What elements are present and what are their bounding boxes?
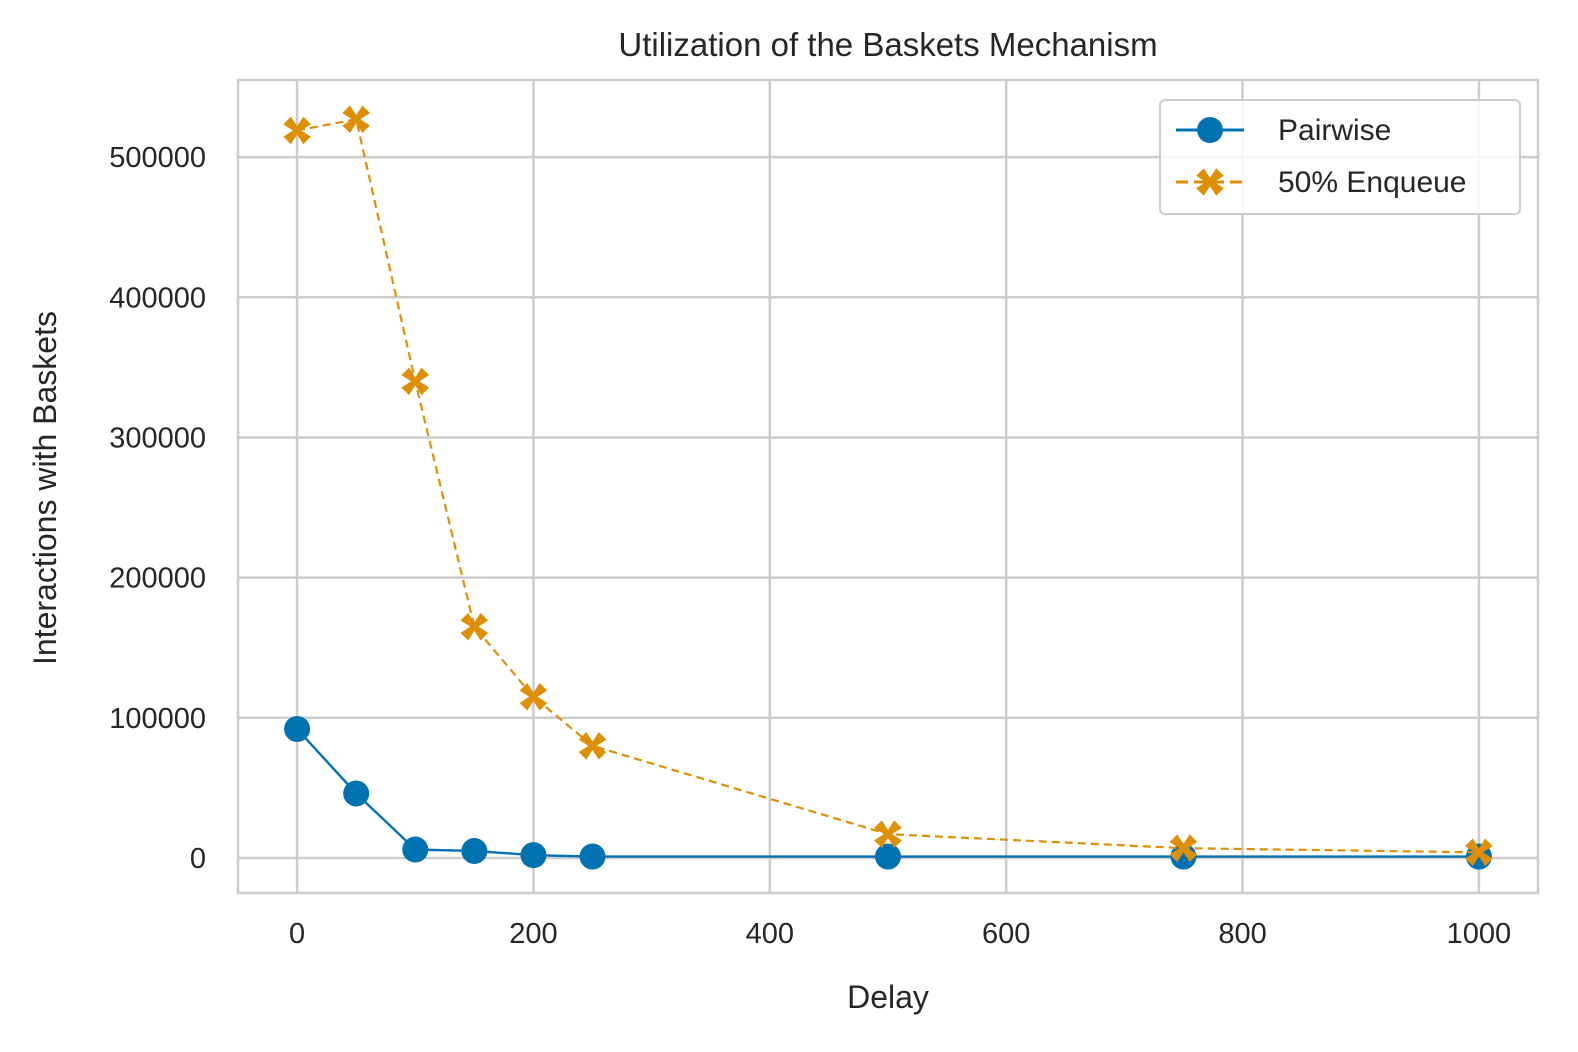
y-tick-label: 200000 <box>109 563 206 595</box>
data-point-circle <box>875 843 901 870</box>
legend: Pairwise 50% Enqueue <box>1159 99 1521 215</box>
legend-box <box>1159 99 1521 215</box>
grid <box>238 80 1538 893</box>
legend-marker-x <box>1196 168 1224 196</box>
legend-item: 50% Enqueue <box>1176 166 1467 199</box>
series <box>283 105 1493 870</box>
y-tick-label: 500000 <box>109 142 206 174</box>
x-tick-label: 200 <box>509 918 557 950</box>
legend-marker-circle <box>1197 117 1223 143</box>
data-point-x <box>519 682 548 711</box>
ticks: 0 200 400 600 800 1000 0 100000 200000 300000 4000… <box>109 142 1511 950</box>
plot-frame <box>236 78 1540 895</box>
y-axis-label: Interactions with Baskets <box>27 311 63 665</box>
series-1 <box>283 105 1493 867</box>
data-point-circle <box>284 715 311 742</box>
data-point-x <box>874 820 902 848</box>
x-axis-label: Delay <box>847 979 929 1015</box>
legend-item: Pairwise <box>1176 114 1391 147</box>
x-tick-label: 800 <box>1218 918 1266 950</box>
series-line <box>296 117 1479 854</box>
x-tick-label: 1000 <box>1447 918 1512 950</box>
x-tick-label: 400 <box>746 918 794 950</box>
data-point-circle <box>520 842 547 869</box>
data-point-x <box>578 732 607 760</box>
x-tick-label: 0 <box>289 918 305 950</box>
data-point-x <box>1465 838 1493 867</box>
y-tick-label: 300000 <box>109 422 206 454</box>
data-point-x <box>342 105 370 134</box>
data-point-x <box>283 116 311 145</box>
data-point-circle <box>343 780 370 807</box>
chart-title: Utilization of the Baskets Mechanism <box>618 26 1157 63</box>
data-point-x <box>401 367 430 396</box>
legend-label: Pairwise <box>1278 114 1391 147</box>
y-tick-label: 0 <box>190 843 206 875</box>
data-point-circle <box>461 837 488 864</box>
data-point-circle <box>402 836 429 863</box>
data-point-circle <box>579 843 606 870</box>
x-tick-label: 600 <box>982 918 1030 950</box>
legend-label: 50% Enqueue <box>1278 166 1467 199</box>
y-tick-label: 100000 <box>109 703 206 735</box>
data-point-x <box>1169 834 1198 862</box>
y-tick-label: 400000 <box>109 282 206 314</box>
data-point-x <box>460 612 489 641</box>
